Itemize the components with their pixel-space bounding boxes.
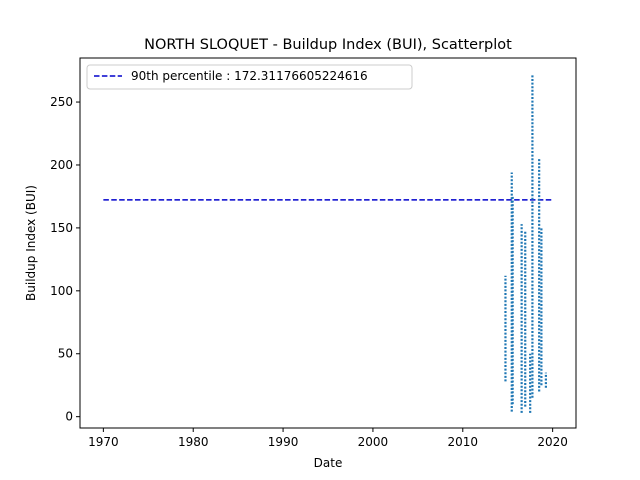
- y-tick-label: 150: [50, 221, 73, 235]
- plot-area: [103, 74, 553, 413]
- legend-label: 90th percentile : 172.31176605224616: [131, 69, 368, 83]
- x-axis: 1970 1980 1990 2000 2010 2020: [88, 428, 568, 449]
- legend-box: [86, 64, 413, 90]
- chart-title: NORTH SLOQUET - Buildup Index (BUI), Sca…: [144, 37, 512, 53]
- axes-frame: [79, 57, 577, 429]
- legend: 90th percentile : 172.31176605224616: [86, 64, 413, 90]
- x-tick-label: 2000: [358, 435, 389, 449]
- x-tick-label: 1990: [268, 435, 299, 449]
- y-tick-label: 0: [65, 410, 73, 424]
- y-axis: 0 50 100 150 200 250: [50, 95, 80, 424]
- y-tick-label: 50: [58, 347, 73, 361]
- x-axis-title: Date: [314, 456, 343, 470]
- x-tick-label: 1980: [178, 435, 209, 449]
- y-tick-label: 250: [50, 95, 73, 109]
- y-tick-label: 200: [50, 158, 73, 172]
- y-axis-title: Buildup Index (BUI): [24, 185, 38, 301]
- x-tick-label: 1970: [88, 435, 119, 449]
- x-tick-label: 2010: [448, 435, 479, 449]
- y-tick-label: 100: [50, 284, 73, 298]
- x-tick-label: 2020: [537, 435, 568, 449]
